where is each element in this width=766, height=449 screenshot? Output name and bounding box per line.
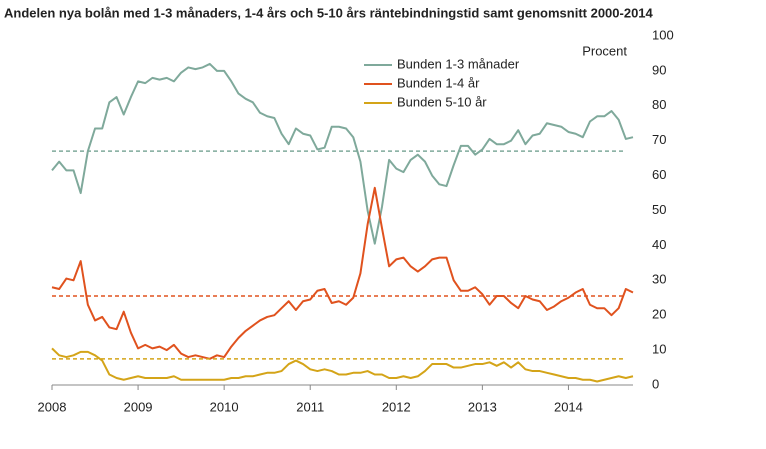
y-tick-label: 30: [652, 272, 666, 287]
y-tick-label: 90: [652, 62, 666, 77]
y-tick-label: 40: [652, 237, 666, 252]
x-tick-label: 2009: [124, 399, 153, 414]
y-tick-label: 20: [652, 307, 666, 322]
legend-label: Bunden 5-10 år: [397, 94, 487, 109]
series-line: [51, 347, 634, 383]
y-tick-label: 10: [652, 342, 666, 357]
y-tick-label: 0: [652, 376, 659, 391]
y-axis-label: Procent: [582, 43, 627, 58]
y-tick-label: 50: [652, 202, 666, 217]
chart-title: Andelen nya bolån med 1-3 månaders, 1-4 …: [4, 5, 654, 20]
x-tick-label: 2011: [296, 399, 324, 414]
x-tick-label: 2008: [38, 399, 67, 414]
x-tick-label: 2013: [468, 399, 497, 414]
x-tick-label: 2014: [554, 399, 583, 414]
series-line: [51, 186, 634, 360]
legend-label: Bunden 1-4 år: [397, 75, 480, 90]
y-tick-label: 80: [652, 97, 666, 112]
y-tick-label: 70: [652, 132, 666, 147]
x-tick-label: 2012: [382, 399, 411, 414]
x-tick-label: 2010: [210, 399, 239, 414]
y-tick-label: 60: [652, 167, 666, 182]
y-tick-label: 100: [652, 27, 674, 42]
legend-label: Bunden 1-3 månader: [397, 56, 520, 71]
series-line: [51, 62, 634, 245]
